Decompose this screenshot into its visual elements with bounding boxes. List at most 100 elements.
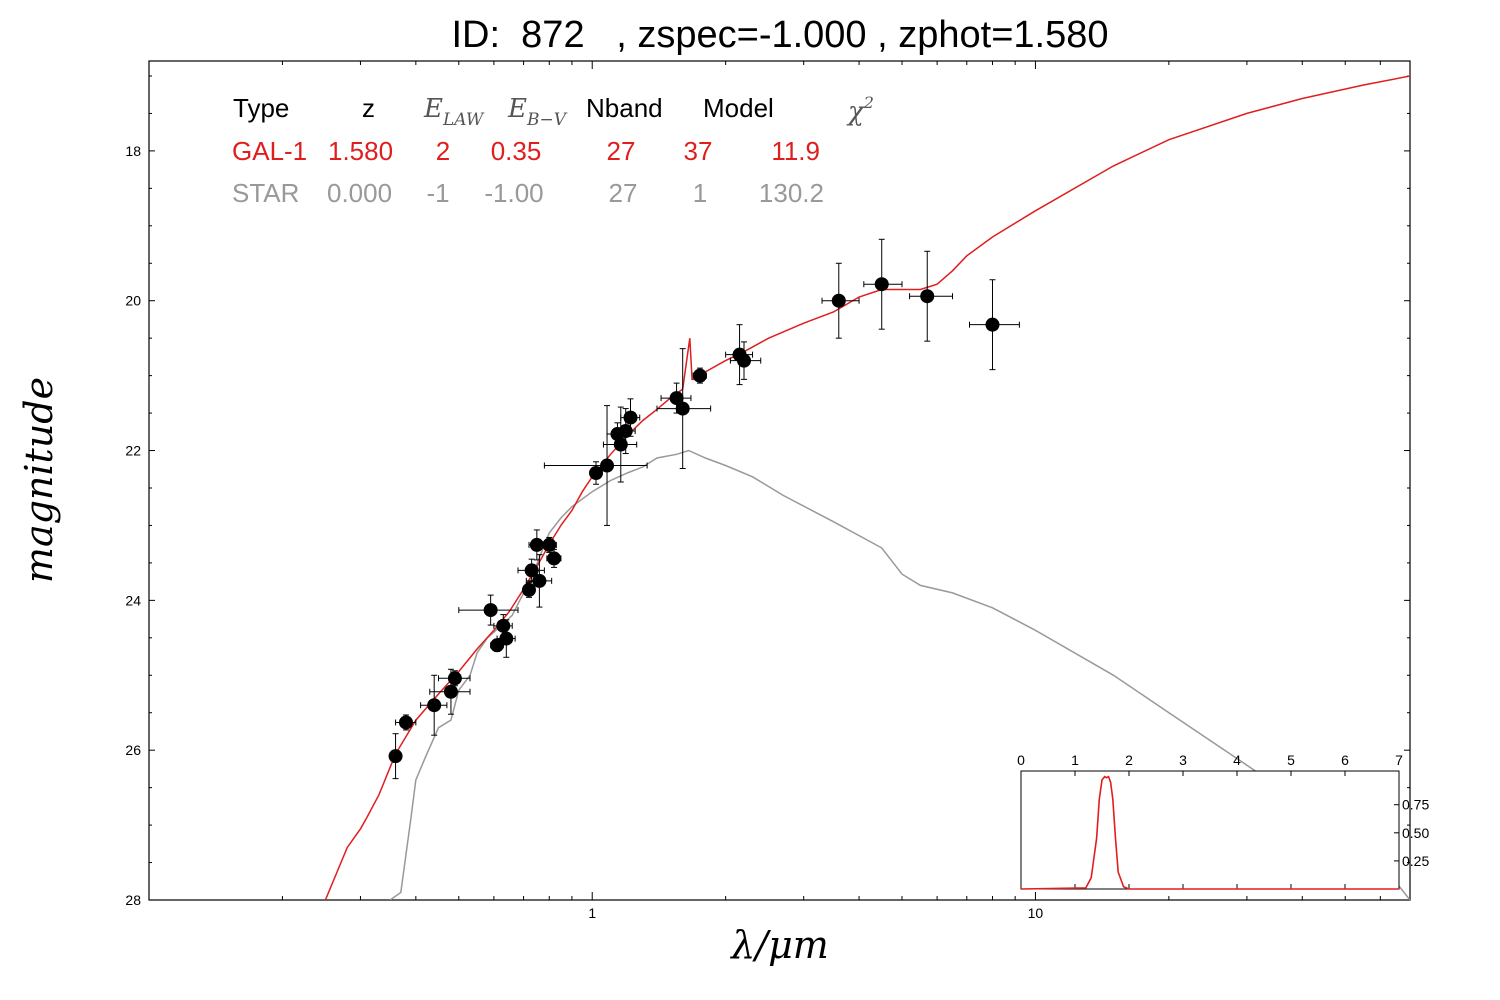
- point-marker: [388, 749, 403, 764]
- y-tick-label: 28: [125, 892, 141, 908]
- inset-x-tick-label: 4: [1233, 752, 1241, 768]
- data-point: [420, 674, 448, 736]
- inset-axes-ticks: 0 1 2 3 4 5 6 7 0.25 0.50 0.75: [1017, 752, 1429, 889]
- legend-gal-model: 37: [684, 136, 713, 166]
- x-tick-label: 1: [588, 905, 596, 921]
- inset-y-tick-label: 0.50: [1402, 825, 1429, 841]
- point-marker: [427, 698, 442, 713]
- point-marker: [600, 458, 615, 473]
- inset-background: [1020, 770, 1400, 890]
- point-marker: [920, 289, 935, 304]
- legend-header-nband: Nband: [586, 93, 663, 123]
- data-point: [517, 558, 545, 583]
- inset-x-tick-label: 2: [1125, 752, 1133, 768]
- point-marker: [692, 368, 707, 383]
- legend-star-nband: 27: [609, 178, 638, 208]
- legend-gal-chi2: 11.9: [771, 136, 820, 166]
- data-point: [546, 548, 562, 568]
- point-marker: [623, 410, 638, 425]
- inset-x-tick-label: 7: [1395, 752, 1403, 768]
- point-marker: [618, 424, 633, 439]
- inset-x-tick-label: 1: [1071, 752, 1079, 768]
- point-marker: [529, 537, 544, 552]
- legend-header-type: Type: [233, 93, 289, 123]
- point-marker: [669, 391, 684, 406]
- data-point: [863, 238, 903, 330]
- legend-gal-z: 1.580: [328, 136, 393, 166]
- legend-star-model: 1: [693, 178, 707, 208]
- fit-legend: Type z ELAW EB−V Nband Model χ2 GAL-1 1.…: [232, 93, 874, 208]
- data-point: [395, 714, 417, 731]
- inset-x-tick-label: 3: [1179, 752, 1187, 768]
- data-point: [388, 733, 403, 780]
- legend-row-star: STAR 0.000 -1 -1.00 27 1 130.2: [232, 178, 824, 208]
- y-tick-label: 26: [125, 742, 141, 758]
- legend-star-ebv: -1.00: [484, 178, 543, 208]
- point-marker: [874, 277, 889, 292]
- legend-header-z: z: [362, 93, 375, 123]
- x-tick-label: 10: [1028, 905, 1044, 921]
- point-marker: [443, 684, 458, 699]
- point-marker: [483, 603, 498, 618]
- legend-star-type: STAR: [232, 178, 299, 208]
- inset-y-tick-label: 0.25: [1402, 853, 1429, 869]
- legend-gal-elaw: 2: [436, 136, 450, 166]
- y-tick-label: 18: [125, 143, 141, 159]
- legend-header-chi2: χ2: [846, 93, 874, 127]
- legend-header-model: Model: [703, 93, 774, 123]
- point-marker: [831, 293, 846, 308]
- data-point: [620, 398, 641, 437]
- data-point: [438, 670, 471, 687]
- point-marker: [985, 317, 1000, 332]
- data-point: [656, 348, 712, 470]
- y-tick-label: 24: [125, 592, 141, 608]
- data-point: [496, 619, 516, 658]
- inset-x-tick-label: 0: [1017, 752, 1025, 768]
- point-marker: [447, 671, 462, 686]
- legend-header-elaw: ELAW: [423, 94, 485, 130]
- legend-gal-ebv: 0.35: [491, 136, 542, 166]
- data-point: [909, 250, 954, 342]
- inset-y-tick-label: 0.75: [1402, 797, 1429, 813]
- point-marker: [736, 353, 751, 368]
- legend-gal-type: GAL-1: [232, 136, 307, 166]
- pdf-curve: [1020, 775, 1399, 890]
- y-axis-label: magnitude: [17, 377, 61, 583]
- data-point: [821, 262, 860, 339]
- point-marker: [547, 551, 562, 566]
- legend-star-elaw: -1: [426, 178, 449, 208]
- data-point: [729, 341, 762, 380]
- main-plot-frame: [148, 60, 1411, 901]
- point-marker: [496, 618, 511, 633]
- data-point: [543, 405, 648, 526]
- figure-title: ID: 872 , zspec=-1.000 , zphot=1.580: [451, 14, 1109, 56]
- point-marker: [499, 631, 514, 646]
- inset-x-tick-label: 5: [1287, 752, 1295, 768]
- point-marker: [532, 573, 547, 588]
- legend-star-z: 0.000: [327, 178, 392, 208]
- point-marker: [521, 582, 536, 597]
- legend-gal-nband: 27: [607, 136, 636, 166]
- point-marker: [542, 537, 557, 552]
- point-marker: [524, 563, 539, 578]
- x-axis-label: λ/μm: [729, 923, 829, 967]
- point-marker: [675, 401, 690, 416]
- data-point: [458, 594, 519, 626]
- point-marker: [398, 715, 413, 730]
- y-tick-label: 22: [125, 443, 141, 459]
- data-point: [692, 367, 707, 384]
- zphot-pdf-inset: 0 1 2 3 4 5 6 7 0.25 0.50 0.75: [1017, 752, 1429, 890]
- legend-row-galaxy: GAL-1 1.580 2 0.35 27 37 11.9: [232, 136, 820, 166]
- data-point: [615, 408, 636, 455]
- data-point: [521, 581, 536, 598]
- legend-star-chi2: 130.2: [759, 178, 824, 208]
- legend-header-ebv: EB−V: [507, 94, 568, 130]
- data-point: [725, 324, 754, 386]
- data-point: [969, 279, 1020, 371]
- y-tick-label: 20: [125, 293, 141, 309]
- point-marker: [589, 466, 604, 481]
- point-marker: [613, 437, 628, 452]
- inset-x-tick-label: 6: [1341, 752, 1349, 768]
